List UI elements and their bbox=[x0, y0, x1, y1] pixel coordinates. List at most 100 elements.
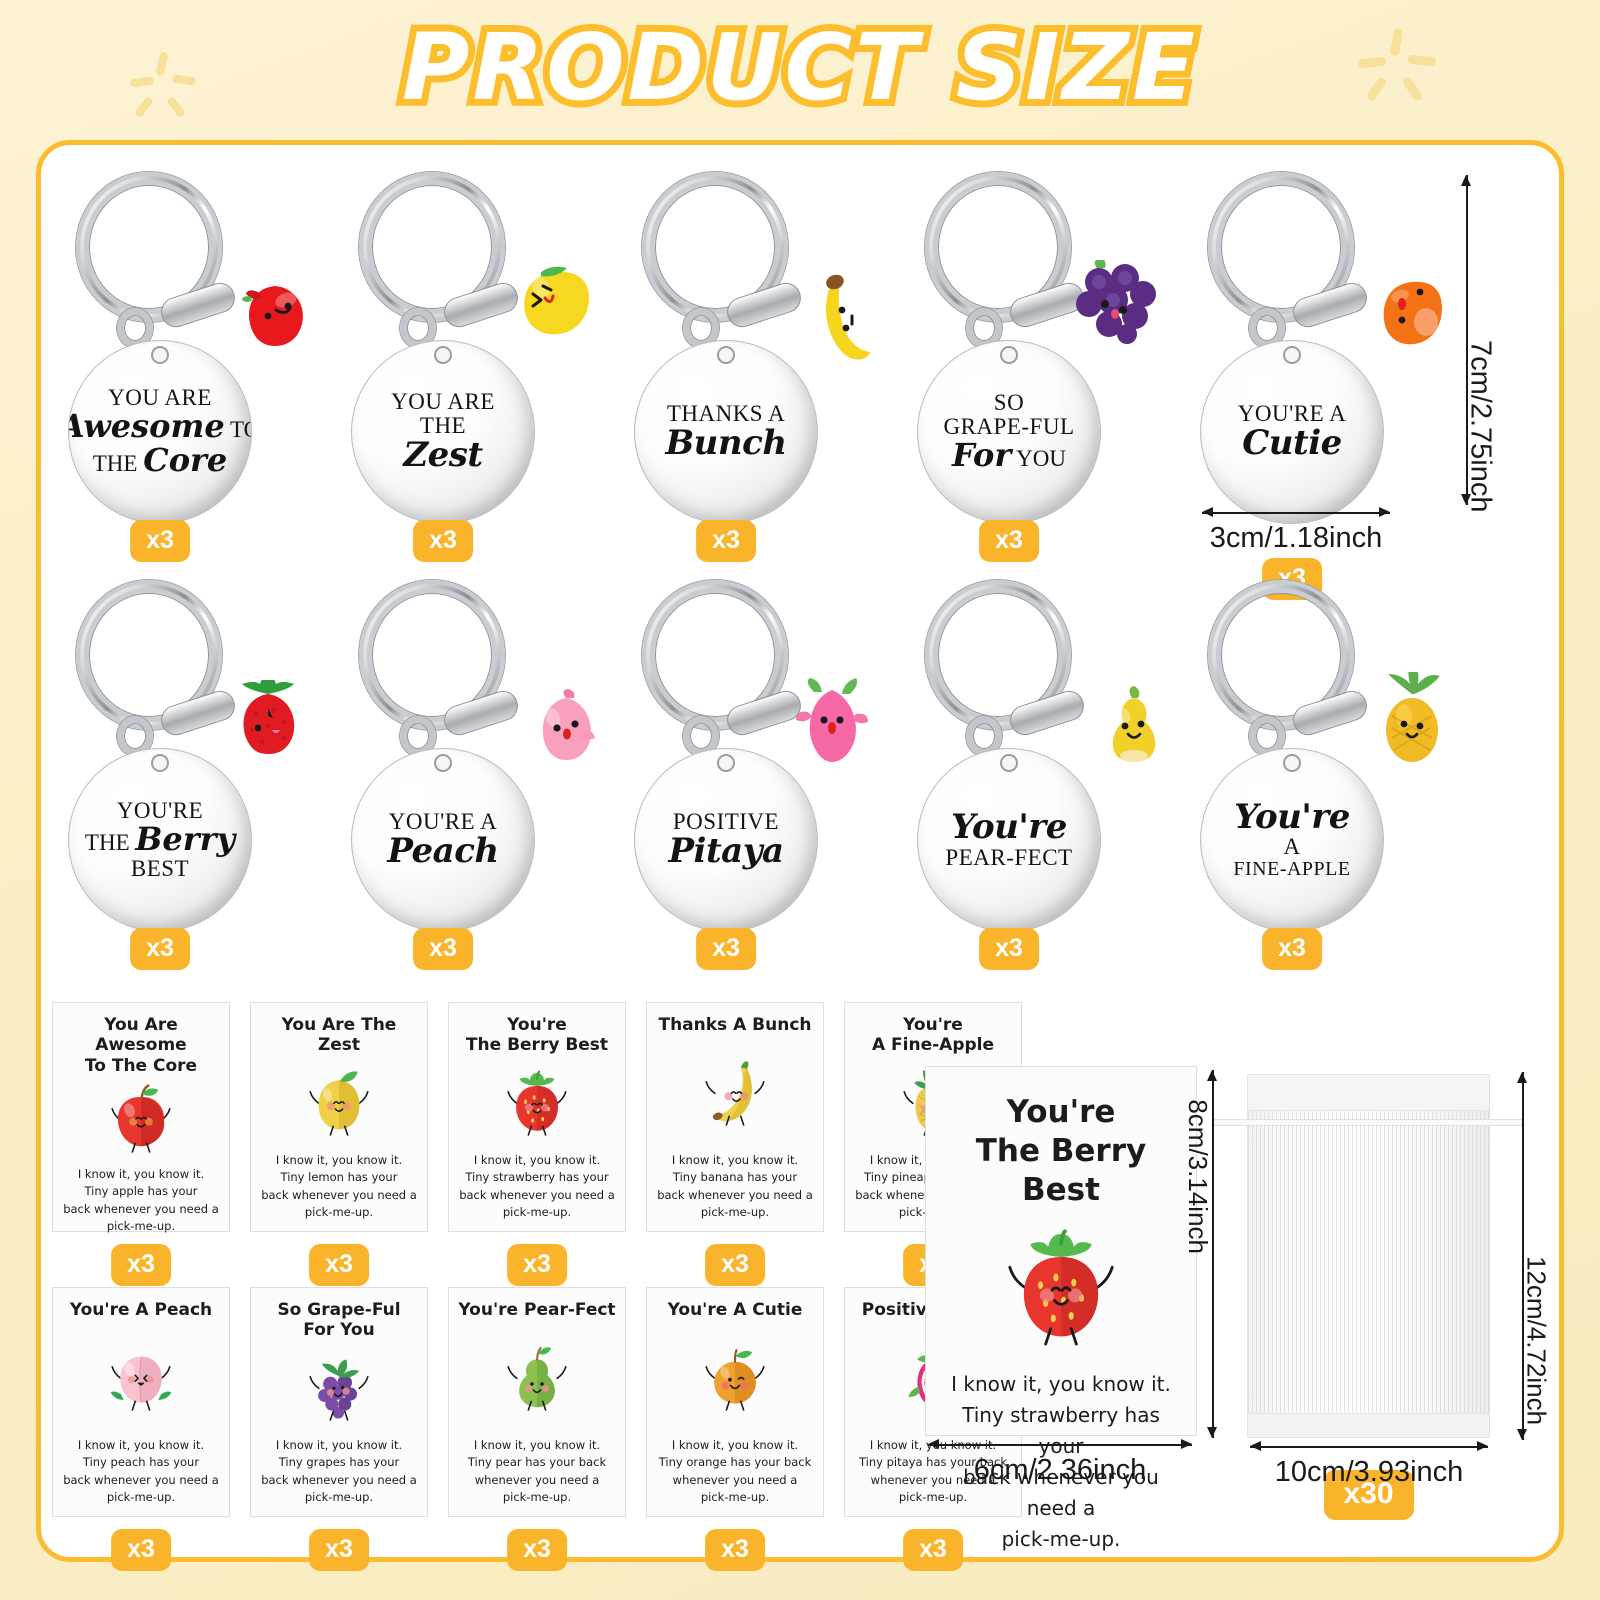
pendant-line: THE Berry bbox=[84, 820, 236, 859]
keychain-peach[interactable]: YOU'RE A Peach bbox=[343, 580, 643, 935]
card-title: You're A Cutie bbox=[667, 1300, 803, 1320]
pouch-drawstring bbox=[1212, 1119, 1525, 1126]
pendant-line: THE Core bbox=[92, 441, 228, 480]
engraved-pendant: YOU'RE A Cutie bbox=[1200, 340, 1384, 524]
qty-badge: x3 bbox=[309, 1244, 369, 1286]
qty-badge: x3 bbox=[111, 1529, 171, 1571]
message-card: You Are Awesome To The Core I know it, you… bbox=[52, 1002, 230, 1233]
message-card: So Grape-Ful For You I know it, you know i… bbox=[250, 1287, 428, 1517]
qty-badge-pouch: x30 bbox=[1323, 1470, 1414, 1520]
qty-badge: x3 bbox=[696, 520, 756, 562]
card-illustration bbox=[944, 1209, 1178, 1369]
pendant-line: For YOU bbox=[952, 436, 1066, 475]
qty-badge: x3 bbox=[705, 1529, 765, 1571]
qty-badge: x3 bbox=[696, 928, 756, 970]
pineapple-charm bbox=[1378, 672, 1446, 764]
engraved-pendant: YOU'RE THE Berry BEST bbox=[68, 748, 252, 932]
card-illustration bbox=[61, 1320, 221, 1437]
grapes-illustration bbox=[309, 1359, 369, 1421]
card-body: I know it, you know it. Tiny lemon has yo… bbox=[261, 1153, 417, 1219]
keychain-strawberry[interactable]: YOU'RE THE Berry BEST bbox=[60, 580, 360, 935]
dimension-label: 8cm/3.14inch bbox=[1183, 1099, 1214, 1254]
lemon-charm bbox=[511, 264, 597, 338]
message-card: Thanks A Bunch I know it, you know it. Tin… bbox=[646, 1002, 824, 1232]
engraved-pendant: You're A FINE-APPLE bbox=[1200, 748, 1384, 932]
banana-illustration bbox=[705, 1061, 765, 1126]
card-body: I know it, you know it. Tiny pear has you… bbox=[467, 1438, 607, 1504]
qty-badge: x3 bbox=[1262, 928, 1322, 970]
strawberry-charm bbox=[228, 680, 308, 756]
message-card: You're A Cutie I know it, you know it. Tin… bbox=[646, 1287, 824, 1517]
message-card: You're The Berry Best I know it, you know … bbox=[448, 1002, 626, 1232]
orange-illustration bbox=[705, 1348, 765, 1411]
keychain-banana[interactable]: THANKS A Bunch bbox=[626, 172, 926, 527]
message-card: You're A Peach I know it, you know it. Tin… bbox=[52, 1287, 230, 1517]
pear-charm bbox=[1099, 684, 1169, 764]
peach-charm bbox=[529, 688, 603, 762]
dimension-label: 12cm/4.72inch bbox=[1521, 1256, 1552, 1426]
strawberry-illustration bbox=[507, 1070, 567, 1136]
keychain-orange[interactable]: YOU'RE A Cutie bbox=[1192, 172, 1492, 527]
pendant-line: YOU'RE bbox=[116, 798, 204, 824]
engraved-pendant: POSITIVE Pitaya bbox=[634, 748, 818, 932]
engraved-pendant: YOU ARE THE Zest bbox=[351, 340, 535, 524]
keychain-pitaya[interactable]: POSITIVE Pitaya bbox=[626, 580, 926, 935]
pendant-line: YOU ARE bbox=[391, 389, 495, 415]
apple-illustration bbox=[111, 1084, 171, 1153]
pendant-line: Cutie bbox=[1242, 423, 1342, 464]
banana-charm bbox=[812, 272, 874, 364]
engraved-pendant: YOU'RE A Peach bbox=[351, 748, 535, 932]
grapes-charm bbox=[1069, 260, 1161, 344]
card-body: I know it, you know it. Tiny orange has y… bbox=[658, 1438, 812, 1504]
qty-badge: x3 bbox=[111, 1244, 171, 1286]
pendant-line: FINE-APPLE bbox=[1233, 858, 1351, 881]
pendant-line: YOU'RE A bbox=[1237, 401, 1347, 427]
qty-badge: x3 bbox=[705, 1244, 765, 1286]
keychain-grapes[interactable]: SO GRAPE-FUL For YOU bbox=[909, 172, 1209, 527]
card-body: I know it, you know it. Tiny banana has y… bbox=[657, 1153, 813, 1219]
pitaya-charm bbox=[794, 676, 870, 762]
card-body: I know it, you know it. Tiny strawberry h… bbox=[459, 1153, 615, 1219]
qty-badge: x3 bbox=[903, 1529, 963, 1571]
card-illustration bbox=[61, 1076, 221, 1166]
qty-badge: x3 bbox=[979, 520, 1039, 562]
keychain-pear[interactable]: You're PEAR-FECT bbox=[909, 580, 1209, 935]
card-illustration bbox=[259, 1056, 419, 1152]
pendant-line: You're bbox=[951, 807, 1067, 848]
pouch-weave bbox=[1248, 1075, 1489, 1437]
message-card-enlarged: You're The Berry Best I know it, you know … bbox=[925, 1066, 1197, 1551]
card-body: I know it, you know it. Tiny grapes has y… bbox=[261, 1438, 417, 1504]
pendant-line: YOU ARE bbox=[108, 385, 212, 411]
card-body: I know it, you know it. Tiny peach has yo… bbox=[63, 1438, 219, 1504]
pendant-line: YOU'RE A bbox=[388, 809, 498, 835]
card-illustration bbox=[655, 1035, 815, 1152]
peach-illustration bbox=[110, 1356, 172, 1411]
pendant-line: THE bbox=[419, 413, 467, 439]
qty-badge: x3 bbox=[130, 928, 190, 970]
card-title: You're A Fine-Apple bbox=[871, 1015, 995, 1056]
keychain-lemon[interactable]: YOU ARE THE Zest bbox=[343, 172, 643, 527]
pendant-line: POSITIVE bbox=[672, 809, 780, 835]
card-title: You Are Awesome To The Core bbox=[84, 1015, 198, 1076]
card-illustration bbox=[655, 1320, 815, 1437]
message-card: You Are The Zest I know it, you know it. T… bbox=[250, 1002, 428, 1232]
dimension-label: 10cm/3.93inch bbox=[1274, 1456, 1464, 1488]
pendant-line: SO bbox=[993, 390, 1025, 416]
pendant-line: Pitaya bbox=[668, 831, 784, 872]
dimension-label: 6cm/2.36inch bbox=[973, 1454, 1147, 1486]
qty-badge: x3 bbox=[507, 1529, 567, 1571]
card-title: Thanks A Bunch bbox=[658, 1015, 812, 1035]
qty-badge: x3 bbox=[309, 1529, 369, 1571]
pouch-hem-bottom bbox=[1248, 1413, 1489, 1437]
keychain-pineapple[interactable]: You're A FINE-APPLE bbox=[1192, 580, 1492, 935]
dimension-label: 3cm/1.18inch bbox=[1209, 522, 1383, 554]
pendant-line: Zest bbox=[403, 435, 483, 476]
qty-badge: x3 bbox=[130, 520, 190, 562]
pendant-line: GRAPE-FUL bbox=[943, 414, 1075, 440]
qty-badge: x3 bbox=[413, 520, 473, 562]
pendant-line: Awesome TO bbox=[68, 407, 251, 446]
organza-pouch bbox=[1212, 1074, 1525, 1438]
